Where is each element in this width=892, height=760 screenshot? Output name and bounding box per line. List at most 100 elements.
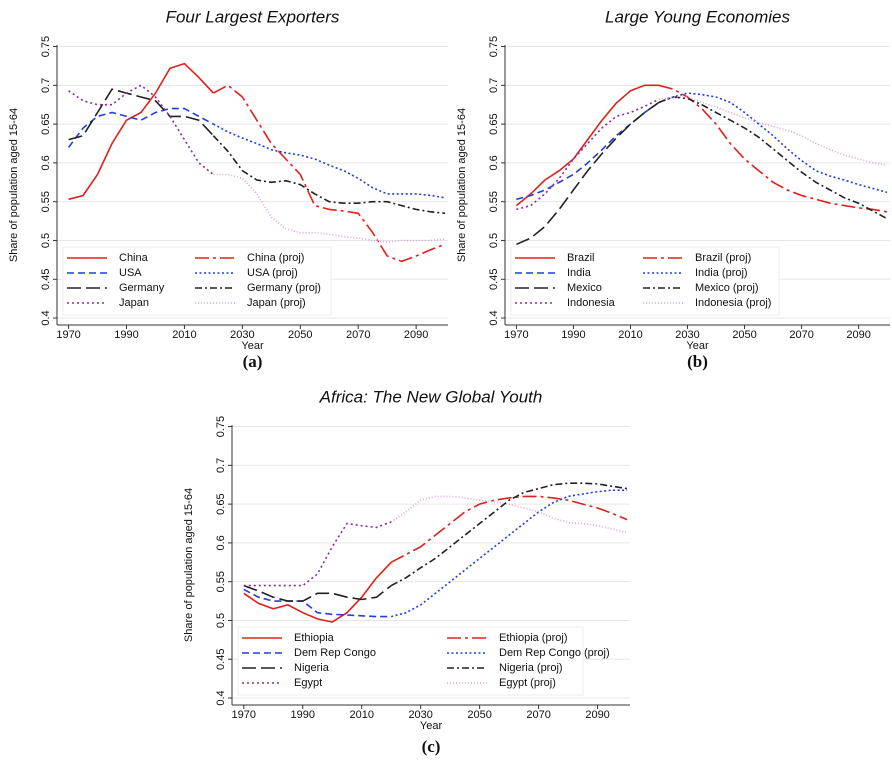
x-tick-label: 2030 bbox=[408, 709, 432, 721]
x-tick-label: 1970 bbox=[56, 329, 80, 341]
series-line bbox=[658, 96, 888, 166]
series-line bbox=[213, 123, 446, 199]
series-line bbox=[515, 84, 659, 207]
x-tick-label: 2070 bbox=[526, 709, 550, 721]
x-tick-label: 2090 bbox=[404, 329, 428, 341]
x-tick-label: 2010 bbox=[172, 329, 196, 341]
chart-title: Africa: The New Global Youth bbox=[319, 387, 543, 406]
legend-label: Nigeria (proj) bbox=[499, 662, 563, 674]
legend-label: Dem Rep Congo bbox=[294, 647, 376, 659]
legend-label: Brazil (proj) bbox=[695, 252, 751, 264]
panel: Four Largest Exporters 0.4 0.45 0.5 0.55 0.6 0… bbox=[8, 7, 448, 371]
panel-label: (a) bbox=[243, 352, 263, 371]
y-tick-label: 0.7 bbox=[215, 458, 227, 473]
legend-label: Germany bbox=[119, 282, 165, 294]
series-line bbox=[243, 588, 392, 618]
y-tick-label: 0.55 bbox=[40, 191, 52, 212]
y-tick-label: 0.75 bbox=[488, 36, 500, 57]
y-tick-label: 0.7 bbox=[488, 78, 500, 93]
series-line bbox=[516, 101, 660, 201]
chart-title: Four Largest Exporters bbox=[166, 7, 340, 26]
y-tick-label: 0.65 bbox=[215, 493, 227, 514]
y-tick-label: 0.4 bbox=[488, 310, 500, 325]
x-tick-label: 2030 bbox=[675, 329, 699, 341]
y-tick-label: 0.6 bbox=[40, 155, 52, 170]
y-tick-label: 0.55 bbox=[215, 571, 227, 592]
y-tick-label: 0.55 bbox=[488, 191, 500, 212]
legend-label: Egypt (proj) bbox=[499, 677, 556, 689]
legend-label: Nigeria bbox=[294, 662, 330, 674]
y-tick-label: 0.65 bbox=[40, 113, 52, 134]
x-tick-label: 1990 bbox=[561, 329, 585, 341]
y-tick-label: 0.75 bbox=[40, 36, 52, 57]
series-line bbox=[68, 62, 214, 201]
x-tick-label: 2050 bbox=[467, 709, 491, 721]
legend-label: Ethiopia bbox=[294, 632, 335, 644]
x-tick-label: 2090 bbox=[846, 329, 870, 341]
panel-label: (c) bbox=[422, 737, 441, 756]
panel: Large Young Economies 0.4 0.45 0.5 0.55 0.6 0.… bbox=[456, 7, 890, 371]
series-line bbox=[243, 584, 392, 602]
x-axis-label: Year bbox=[241, 340, 264, 352]
series-line bbox=[390, 495, 628, 534]
legend-label: China bbox=[119, 252, 149, 264]
y-axis-label: Share of population aged 15-64 bbox=[456, 108, 468, 262]
series-line bbox=[390, 489, 628, 618]
series-line bbox=[390, 495, 628, 564]
legend-label: Japan (proj) bbox=[247, 297, 306, 309]
x-axis-label: Year bbox=[420, 720, 443, 732]
y-tick-label: 0.5 bbox=[40, 233, 52, 248]
series-line bbox=[658, 92, 888, 194]
x-tick-label: 2090 bbox=[585, 709, 609, 721]
x-tick-label: 2010 bbox=[618, 329, 642, 341]
x-tick-label: 1970 bbox=[232, 709, 256, 721]
legend-label: USA bbox=[119, 267, 142, 279]
series-line bbox=[516, 101, 660, 246]
y-axis-label: Share of population aged 15-64 bbox=[8, 108, 20, 262]
legend-label: Japan bbox=[119, 297, 149, 309]
x-tick-label: 2050 bbox=[732, 329, 756, 341]
series-line bbox=[390, 482, 628, 587]
x-tick-label: 2030 bbox=[230, 329, 254, 341]
x-tick-label: 2050 bbox=[288, 329, 312, 341]
series-line bbox=[213, 173, 446, 243]
panel: Africa: The New Global Youth 0.4 0.45 0.5 0.… bbox=[183, 387, 630, 756]
x-tick-label: 1970 bbox=[504, 329, 528, 341]
y-tick-label: 0.4 bbox=[215, 690, 227, 705]
series-line bbox=[658, 84, 888, 213]
legend-label: Egypt bbox=[294, 677, 322, 689]
y-tick-label: 0.45 bbox=[215, 649, 227, 670]
legend-label: India (proj) bbox=[695, 267, 748, 279]
x-tick-label: 2010 bbox=[349, 709, 373, 721]
legend-label: Indonesia (proj) bbox=[695, 297, 771, 309]
y-tick-label: 0.75 bbox=[215, 416, 227, 437]
legend-label: China (proj) bbox=[247, 252, 304, 264]
legend-label: Dem Rep Congo (proj) bbox=[499, 647, 610, 659]
y-tick-label: 0.65 bbox=[488, 113, 500, 134]
x-axis-label: Year bbox=[686, 340, 709, 352]
x-tick-label: 2070 bbox=[346, 329, 370, 341]
legend-label: USA (proj) bbox=[247, 267, 298, 279]
legend-label: Indonesia bbox=[567, 297, 616, 309]
y-tick-label: 0.6 bbox=[488, 155, 500, 170]
series-line bbox=[212, 135, 446, 215]
y-tick-label: 0.4 bbox=[40, 310, 52, 325]
y-tick-label: 0.5 bbox=[488, 233, 500, 248]
legend-label: India bbox=[567, 267, 592, 279]
series-line bbox=[67, 107, 214, 148]
chart-title: Large Young Economies bbox=[605, 7, 790, 26]
y-tick-label: 0.6 bbox=[215, 535, 227, 550]
legend-label: Mexico (proj) bbox=[695, 282, 759, 294]
y-tick-label: 0.45 bbox=[40, 269, 52, 290]
x-tick-label: 1990 bbox=[291, 709, 315, 721]
series-line bbox=[68, 88, 214, 141]
series-line bbox=[243, 561, 392, 623]
legend-label: Ethiopia (proj) bbox=[499, 632, 567, 644]
y-tick-label: 0.45 bbox=[488, 269, 500, 290]
series-line bbox=[243, 521, 392, 587]
legend-label: Mexico bbox=[567, 282, 602, 294]
y-tick-label: 0.5 bbox=[215, 613, 227, 628]
legend-label: Germany (proj) bbox=[247, 282, 321, 294]
legend-box bbox=[237, 626, 584, 696]
